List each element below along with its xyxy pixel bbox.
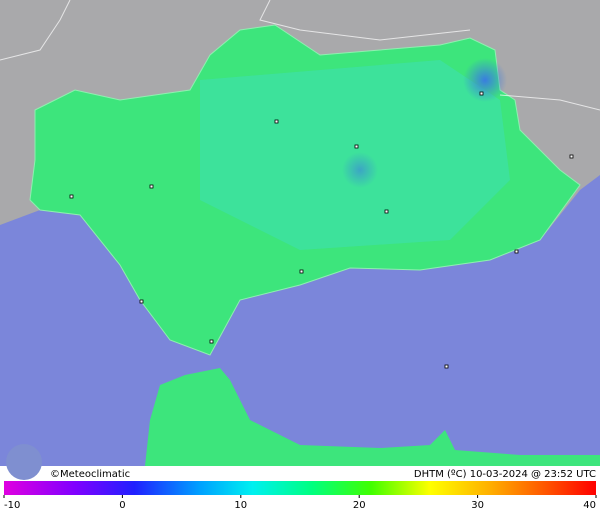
scale-label: 20	[353, 500, 366, 511]
cold-spot	[342, 152, 378, 188]
stations	[69, 91, 574, 369]
borders	[0, 0, 600, 111]
morocco	[145, 368, 600, 466]
logo	[6, 444, 42, 480]
sea	[0, 175, 600, 466]
credit: ©Meteoclimatic	[50, 469, 130, 480]
caption: DHTM (ºC) 10-03-2024 @ 23:52 UTC	[414, 469, 596, 480]
scale-label: 10	[234, 500, 247, 511]
scale-label: -10	[4, 500, 20, 511]
caption-strip	[0, 466, 600, 481]
color-scale	[4, 481, 596, 495]
cold-spot	[463, 58, 507, 102]
scale-label: 0	[119, 500, 125, 511]
scale-label: 30	[471, 500, 484, 511]
scale-label: 40	[583, 500, 596, 511]
